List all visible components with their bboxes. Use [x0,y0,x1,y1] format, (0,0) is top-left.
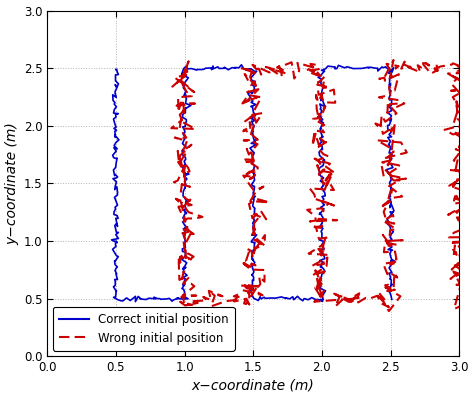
Y-axis label: y−coordinate (m): y−coordinate (m) [6,122,19,245]
Legend: Correct initial position, Wrong initial position: Correct initial position, Wrong initial … [53,307,235,351]
X-axis label: x−coordinate (m): x−coordinate (m) [192,378,315,392]
